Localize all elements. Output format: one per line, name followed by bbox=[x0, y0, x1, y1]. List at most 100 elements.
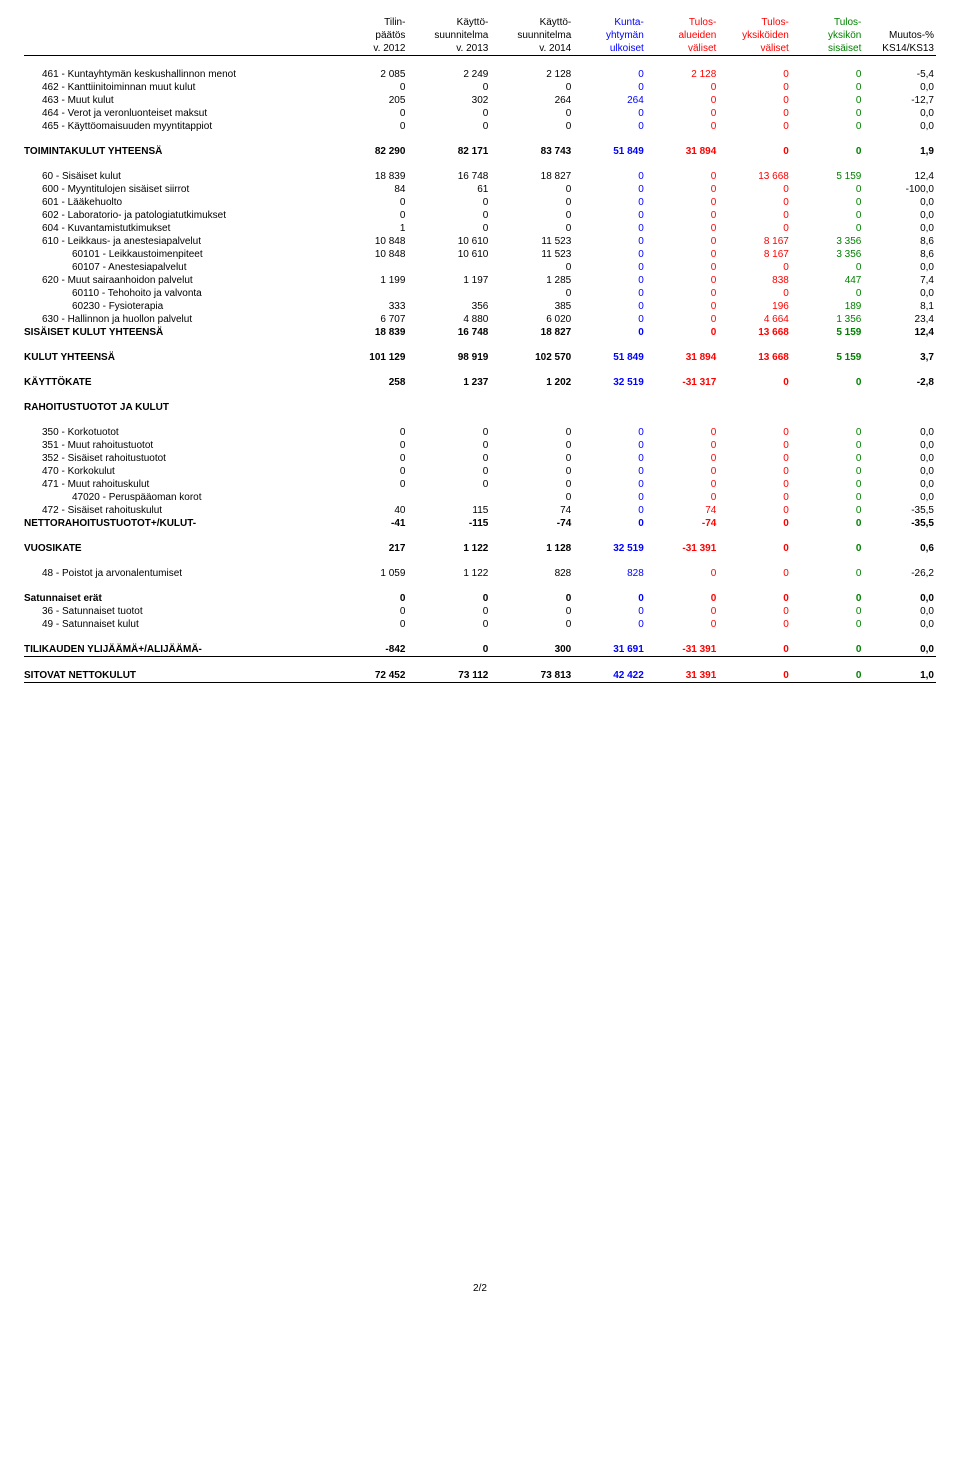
value-cell: 0 bbox=[718, 120, 791, 133]
value-cell: 0 bbox=[407, 452, 490, 465]
value-cell: 196 bbox=[718, 300, 791, 313]
table-row: 630 - Hallinnon ja huollon palvelut6 707… bbox=[24, 313, 936, 326]
header-row: päätössuunnitelmasuunnitelmayhtymänaluei… bbox=[24, 29, 936, 42]
value-cell: 0 bbox=[335, 81, 408, 94]
value-cell: 1 285 bbox=[490, 274, 573, 287]
table-row: 461 - Kuntayhtymän keskushallinnon menot… bbox=[24, 68, 936, 81]
value-cell: 0 bbox=[490, 107, 573, 120]
table-row: 49 - Satunnaiset kulut00000000,0 bbox=[24, 618, 936, 631]
table-row: TOIMINTAKULUT YHTEENSÄ82 29082 17183 743… bbox=[24, 145, 936, 158]
value-cell: 1,9 bbox=[863, 145, 936, 158]
value-cell: 0 bbox=[791, 452, 864, 465]
value-cell: 10 848 bbox=[335, 248, 408, 261]
value-cell: 0 bbox=[573, 107, 646, 120]
value-cell: 1 356 bbox=[791, 313, 864, 326]
value-cell: 3 356 bbox=[791, 235, 864, 248]
value-cell: 0 bbox=[335, 120, 408, 133]
value-cell: 0 bbox=[646, 248, 719, 261]
table-row: KÄYTTÖKATE2581 2371 20232 519-31 31700-2… bbox=[24, 376, 936, 389]
value-cell: 31 894 bbox=[646, 145, 719, 158]
value-cell: 0 bbox=[646, 235, 719, 248]
value-cell: 0 bbox=[573, 465, 646, 478]
row-label: TILIKAUDEN YLIJÄÄMÄ+/ALIJÄÄMÄ- bbox=[24, 643, 335, 657]
table-row: TILIKAUDEN YLIJÄÄMÄ+/ALIJÄÄMÄ--842030031… bbox=[24, 643, 936, 657]
value-cell: 0 bbox=[646, 287, 719, 300]
value-cell: -74 bbox=[646, 517, 719, 530]
table-row: NETTORAHOITUSTUOTOT+/KULUT--41-115-740-7… bbox=[24, 517, 936, 530]
value-cell: 0 bbox=[573, 120, 646, 133]
row-label: 464 - Verot ja veronluonteiset maksut bbox=[24, 107, 335, 120]
value-cell: 0 bbox=[791, 504, 864, 517]
value-cell: 3,7 bbox=[863, 351, 936, 364]
value-cell: 10 848 bbox=[335, 235, 408, 248]
value-cell: 0 bbox=[407, 439, 490, 452]
value-cell: 0 bbox=[646, 107, 719, 120]
value-cell: 31 691 bbox=[573, 643, 646, 657]
value-cell: 98 919 bbox=[407, 351, 490, 364]
table-row: 620 - Muut sairaanhoidon palvelut1 1991 … bbox=[24, 274, 936, 287]
value-cell: 0 bbox=[407, 426, 490, 439]
value-cell: 0 bbox=[335, 107, 408, 120]
value-cell: 0 bbox=[573, 222, 646, 235]
value-cell: 205 bbox=[335, 94, 408, 107]
table-row: RAHOITUSTUOTOT JA KULUT bbox=[24, 401, 936, 414]
value-cell: 0 bbox=[573, 478, 646, 491]
value-cell: 0 bbox=[490, 439, 573, 452]
value-cell: 0 bbox=[791, 94, 864, 107]
value-cell: 73 112 bbox=[407, 669, 490, 683]
value-cell: 0 bbox=[646, 478, 719, 491]
row-label: 602 - Laboratorio- ja patologiatutkimuks… bbox=[24, 209, 335, 222]
table-row: Satunnaiset erät00000000,0 bbox=[24, 592, 936, 605]
value-cell: 0 bbox=[407, 81, 490, 94]
value-cell: 0 bbox=[791, 426, 864, 439]
value-cell: 0 bbox=[718, 452, 791, 465]
value-cell: 23,4 bbox=[863, 313, 936, 326]
value-cell: 0 bbox=[791, 222, 864, 235]
value-cell: 0 bbox=[490, 196, 573, 209]
value-cell: 0 bbox=[791, 605, 864, 618]
table-row: 36 - Satunnaiset tuotot00000000,0 bbox=[24, 605, 936, 618]
value-cell bbox=[335, 491, 408, 504]
value-cell: 0 bbox=[335, 439, 408, 452]
value-cell: 1,0 bbox=[863, 669, 936, 683]
value-cell: 61 bbox=[407, 183, 490, 196]
row-label: 36 - Satunnaiset tuotot bbox=[24, 605, 335, 618]
value-cell: 18 839 bbox=[335, 326, 408, 339]
value-cell: 5 159 bbox=[791, 351, 864, 364]
value-cell: 0 bbox=[335, 426, 408, 439]
value-cell: 13 668 bbox=[718, 326, 791, 339]
financial-report-table: Tilin-Käyttö-Käyttö-Kunta-Tulos-Tulos-Tu… bbox=[24, 16, 936, 683]
value-cell: 0 bbox=[791, 81, 864, 94]
value-cell: 0 bbox=[718, 618, 791, 631]
spacer-row bbox=[24, 580, 936, 592]
row-label: 60101 - Leikkaustoimenpiteet bbox=[24, 248, 335, 261]
value-cell: 74 bbox=[646, 504, 719, 517]
value-cell: 0 bbox=[791, 439, 864, 452]
row-label: 630 - Hallinnon ja huollon palvelut bbox=[24, 313, 335, 326]
row-label: Satunnaiset erät bbox=[24, 592, 335, 605]
row-label: SISÄISET KULUT YHTEENSÄ bbox=[24, 326, 335, 339]
value-cell bbox=[407, 261, 490, 274]
row-label: VUOSIKATE bbox=[24, 542, 335, 555]
header-cell: Kunta- bbox=[573, 16, 646, 29]
header-cell: alueiden bbox=[646, 29, 719, 42]
value-cell: 10 610 bbox=[407, 248, 490, 261]
header-cell: yksiköiden bbox=[718, 29, 791, 42]
value-cell: 8 167 bbox=[718, 235, 791, 248]
value-cell: 51 849 bbox=[573, 145, 646, 158]
value-cell: 0 bbox=[718, 542, 791, 555]
value-cell: 302 bbox=[407, 94, 490, 107]
value-cell: 32 519 bbox=[573, 376, 646, 389]
header-cell: v. 2013 bbox=[407, 42, 490, 56]
value-cell bbox=[646, 401, 719, 414]
value-cell: 0 bbox=[791, 376, 864, 389]
table-row: SITOVAT NETTOKULUT72 45273 11273 81342 4… bbox=[24, 669, 936, 683]
value-cell: 0 bbox=[718, 439, 791, 452]
value-cell: 0 bbox=[335, 478, 408, 491]
header-cell: yksikön bbox=[791, 29, 864, 42]
header-cell: v. 2014 bbox=[490, 42, 573, 56]
value-cell: 0 bbox=[646, 196, 719, 209]
value-cell bbox=[490, 401, 573, 414]
value-cell: 0 bbox=[407, 618, 490, 631]
value-cell: -31 317 bbox=[646, 376, 719, 389]
